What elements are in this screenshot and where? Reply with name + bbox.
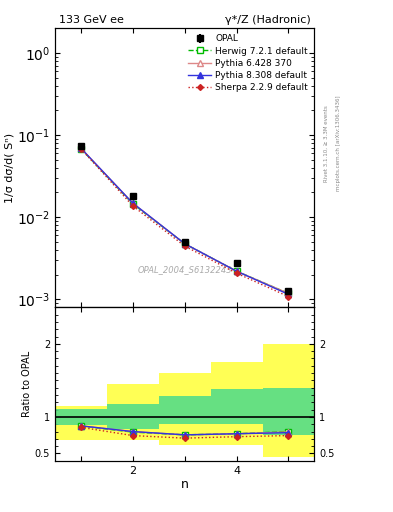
Line: Sherpa 2.2.9 default: Sherpa 2.2.9 default — [79, 147, 290, 298]
Pythia 6.428 370 — [130, 200, 135, 206]
Pythia 8.308 default — [286, 291, 291, 297]
Sherpa 2.2.9 default — [286, 293, 291, 300]
Text: 133 GeV ee: 133 GeV ee — [59, 14, 124, 25]
Pythia 6.428 370 — [286, 290, 291, 296]
Sherpa 2.2.9 default — [182, 243, 187, 249]
Text: mcplots.cern.ch [arXiv:1306.3436]: mcplots.cern.ch [arXiv:1306.3436] — [336, 96, 341, 191]
Text: Rivet 3.1.10, ≥ 3.3M events: Rivet 3.1.10, ≥ 3.3M events — [324, 105, 329, 182]
Line: Pythia 8.308 default: Pythia 8.308 default — [78, 145, 291, 297]
Legend: OPAL, Herwig 7.2.1 default, Pythia 6.428 370, Pythia 8.308 default, Sherpa 2.2.9: OPAL, Herwig 7.2.1 default, Pythia 6.428… — [186, 33, 310, 94]
Herwig 7.2.1 default — [234, 268, 239, 274]
Pythia 6.428 370 — [79, 145, 83, 152]
Line: Pythia 6.428 370: Pythia 6.428 370 — [78, 145, 291, 296]
Sherpa 2.2.9 default — [79, 146, 83, 152]
Y-axis label: Ratio to OPAL: Ratio to OPAL — [22, 351, 32, 417]
Herwig 7.2.1 default — [286, 290, 291, 296]
Pythia 8.308 default — [182, 241, 187, 247]
X-axis label: n: n — [181, 478, 189, 492]
Text: γ*/Z (Hadronic): γ*/Z (Hadronic) — [225, 14, 310, 25]
Herwig 7.2.1 default — [130, 201, 135, 207]
Pythia 6.428 370 — [234, 268, 239, 274]
Pythia 8.308 default — [234, 268, 239, 274]
Text: OPAL_2004_S6132243: OPAL_2004_S6132243 — [138, 265, 232, 274]
Sherpa 2.2.9 default — [234, 270, 239, 276]
Y-axis label: 1/σ dσ/d( Sⁿ): 1/σ dσ/d( Sⁿ) — [4, 133, 14, 203]
Pythia 8.308 default — [79, 145, 83, 152]
Line: Herwig 7.2.1 default: Herwig 7.2.1 default — [78, 146, 291, 296]
Pythia 8.308 default — [130, 200, 135, 206]
Herwig 7.2.1 default — [182, 241, 187, 247]
Herwig 7.2.1 default — [79, 146, 83, 152]
Pythia 6.428 370 — [182, 241, 187, 247]
Sherpa 2.2.9 default — [130, 203, 135, 209]
